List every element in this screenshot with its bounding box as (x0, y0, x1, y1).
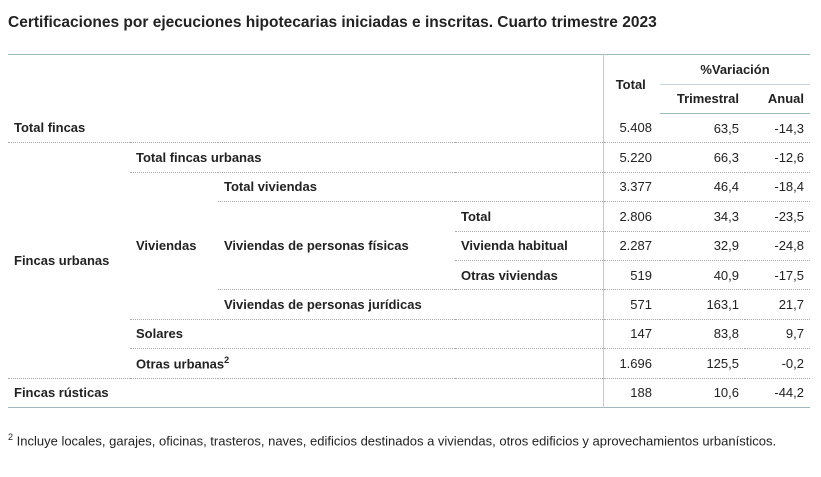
cell-value: -44,2 (774, 385, 804, 401)
cell-value: 46,4 (660, 172, 745, 203)
row-label-text: Fincas rústicas (14, 385, 109, 401)
cell-value: 3.377 (602, 172, 660, 203)
table-row: Solares 147 83,8 9,7 (8, 319, 810, 350)
table-row: Viviendas Total viviendas 3.377 46,4 -18,4 (8, 172, 810, 320)
cell-value: 10,6 (713, 385, 739, 401)
row-label-text: Total (461, 208, 492, 224)
header-anual: Anual (745, 84, 810, 114)
cell-value: -17,5 (745, 260, 810, 291)
cell-value: -23,5 (745, 201, 810, 232)
row-label-text: Vivienda habitual (461, 238, 568, 254)
footnote-marker: 2 (8, 432, 14, 442)
table-row: Vivienda habitual 2.287 32,9 -24,8 (8, 231, 810, 261)
cell-value: -12,6 (745, 142, 810, 173)
row-label: Total fincas urbanas (130, 142, 603, 173)
row-label-text: Otras urbanas (136, 356, 225, 372)
cell-value: -14,3 (745, 113, 810, 144)
table-row: Viviendas de personas físicas Total 2.806 3… (8, 201, 810, 291)
table-row: Fincas urbanas Total fincas urbanas 5.220 6… (8, 142, 810, 379)
cell-value: 125,5 (660, 348, 745, 379)
table-row: Viviendas de personas jurídicas 571 163,1 2… (8, 289, 810, 320)
row-label: Total fincas (8, 113, 603, 144)
footnote: 2 Incluye locales, garajes, oficinas, tr… (8, 426, 798, 452)
cell-value: 66,3 (660, 142, 745, 173)
cell-value: 5.408 (602, 113, 660, 144)
cell-value: 519 (602, 260, 660, 291)
group-label: Viviendas (130, 172, 218, 320)
data-table: Total %Variación Trimestral Anual Total … (8, 54, 810, 408)
cell-value: 163,1 (660, 289, 745, 320)
row-label: Total viviendas (218, 172, 603, 203)
cell-value: 34,3 (660, 201, 745, 232)
cell-value: -0,2 (745, 348, 810, 379)
table-row: Otras viviendas 519 40,9 -17,5 (8, 260, 810, 291)
cell-value: 21,7 (745, 289, 810, 320)
row-label: Fincas rústicas (8, 378, 603, 407)
title: Certificaciones por ejecuciones hipoteca… (8, 14, 657, 31)
header-total: Total (602, 54, 660, 114)
row-label-text: Total fincas urbanas (136, 150, 262, 166)
table-row: Fincas rústicas 188 10,6 -44,2 (8, 378, 810, 408)
row-label-text: Total fincas (14, 120, 86, 136)
cell-value: 40,9 (660, 260, 745, 291)
cell-value: 188 (602, 378, 660, 408)
header-variacion: %Variación (660, 54, 810, 85)
cell-value: 32,9 (660, 231, 745, 261)
row-label-text: Solares (136, 326, 183, 342)
row-label-text: Viviendas de personas jurídicas (224, 297, 422, 313)
group-label: Viviendas de personas físicas (218, 201, 455, 291)
row-label: Otras viviendas (455, 260, 603, 291)
cell-value: 83,8 (660, 319, 745, 350)
table-row: Total fincas 5.408 63,5 -14,3 (8, 113, 810, 144)
cell-value: 571 (602, 289, 660, 320)
table-row: Otras urbanas2 1.696 125,5 -0,2 (8, 348, 810, 379)
footnote-text: Incluye locales, garajes, oficinas, tras… (16, 433, 777, 449)
row-label-text: Otras viviendas (461, 267, 558, 283)
cell-value: -18,4 (745, 172, 810, 203)
cell-value: 2.806 (602, 201, 660, 232)
cell-value: 9,7 (745, 319, 810, 350)
group-label: Fincas urbanas (8, 142, 130, 379)
cell-value: 1.696 (602, 348, 660, 379)
cell-value: 2.287 (602, 231, 660, 261)
cell-value: 147 (602, 319, 660, 350)
header-trimestral: Trimestral (660, 84, 745, 114)
row-label: Solares (130, 319, 603, 350)
row-label-text: Total viviendas (224, 179, 317, 195)
note-marker: 2 (224, 355, 230, 366)
row-label: Otras urbanas2 (130, 348, 603, 379)
row-label: Vivienda habitual (455, 231, 603, 261)
cell-value: -24,8 (745, 231, 810, 261)
cell-value: 63,5 (660, 113, 745, 144)
row-label: Total (455, 201, 603, 232)
corner (8, 55, 603, 114)
row-label: Viviendas de personas jurídicas (218, 289, 603, 320)
cell-value: 5.220 (602, 142, 660, 173)
